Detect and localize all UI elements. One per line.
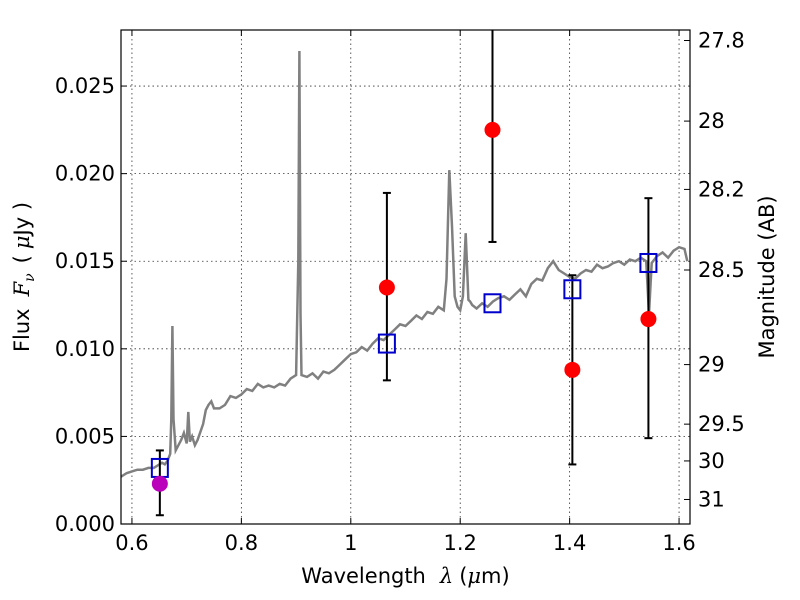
x-tick-label: 0.6 (115, 531, 148, 555)
y-tick-label: 0.000 (55, 512, 115, 536)
x-axis-label-open: ( (459, 564, 467, 588)
y-tick-label: 0.005 (55, 424, 115, 448)
optical-flux-point (151, 475, 168, 492)
model-photometry-boxes (150, 252, 658, 478)
y2-tick-label: 28.2 (698, 177, 745, 201)
y-tick-label: 0.020 (55, 162, 115, 186)
y-axis-label-text: Flux (10, 308, 34, 352)
y2-tick-label: 27.8 (698, 29, 745, 53)
y-tick-label: 0.025 (55, 74, 115, 98)
x-tick-label: 0.8 (225, 531, 258, 555)
y-tick-label: 0.010 (55, 337, 115, 361)
x-axis-label-unit: m) (481, 564, 510, 588)
observed-points (151, 121, 657, 492)
x-tick-label: 1.6 (662, 531, 695, 555)
y2-tick-label: 28 (698, 109, 725, 133)
x-tick-label: 1 (344, 531, 357, 555)
x-axis-label: Wavelength λ (μm) (301, 564, 509, 588)
y-axis-label-open: ( (10, 255, 34, 263)
model-photometry-box (639, 252, 658, 273)
axis-ticks: 0.6 0.8 1 1.2 1.4 1.6 0.000 0.005 0.010 0.015 0.02… (55, 29, 745, 555)
x-axis-label-text: Wavelength (301, 564, 426, 588)
x-tick-label: 1.4 (553, 531, 586, 555)
observed-flux-point (564, 361, 581, 378)
x-axis-label-mu: μ (467, 564, 481, 588)
model-photometry-box (377, 333, 396, 354)
y2-tick-label: 31 (698, 487, 725, 511)
plot-area (121, 30, 689, 517)
y-axis-label-subscript: ν (22, 273, 38, 282)
y-axis-label-unit: Jy ) (10, 202, 34, 238)
y2-tick-label: 29 (698, 353, 725, 377)
model-photometry-box (563, 279, 582, 300)
x-tick-label: 1.2 (444, 531, 477, 555)
plot-frame (120, 29, 691, 525)
x-axis-label-symbol: λ (439, 564, 453, 588)
y2-tick-label: 30 (698, 449, 725, 473)
y2-tick-label: 29.5 (698, 412, 745, 436)
observed-flux-point (484, 121, 501, 138)
observed-flux-point (640, 311, 657, 328)
model-photometry-box (483, 293, 502, 314)
observed-flux-point (378, 279, 395, 296)
y-axis-label-symbol: F (10, 280, 34, 297)
y-tick-label: 0.015 (55, 249, 115, 273)
y2-tick-label: 28.5 (698, 258, 745, 282)
y-axis-label-mu: μ (10, 235, 34, 249)
y2-axis-label: Magnitude (AB) (755, 195, 779, 358)
y-axis-label: Flux Fν ( μJy ) (10, 202, 38, 352)
